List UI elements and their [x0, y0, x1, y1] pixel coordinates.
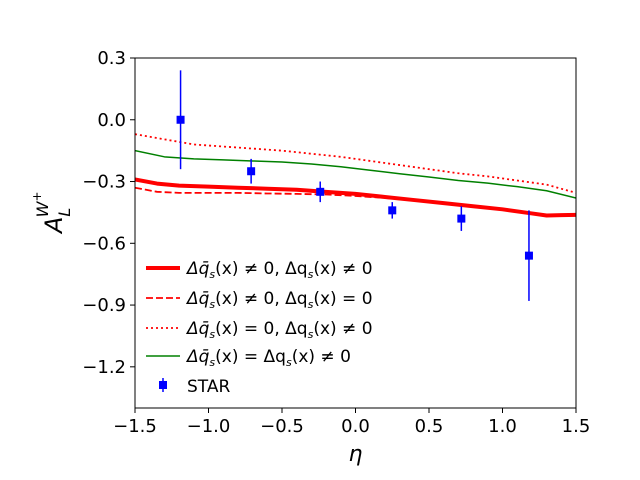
x-tick-label-5: 1.0 — [488, 416, 517, 437]
x-tick-label-4: 0.5 — [415, 416, 444, 437]
x-tick-label-6: 1.5 — [562, 416, 591, 437]
data-point-1 — [247, 167, 256, 176]
series-layer — [135, 133, 576, 218]
y-axis-label: ALW+ — [30, 191, 74, 235]
y-axis-label-base: A — [40, 217, 68, 235]
legend-entry-2: Δq̄s(x) = 0, Δqs(x) ≠ 0 — [146, 319, 373, 341]
y-tick-label-0: 0.3 — [97, 48, 126, 69]
legend-label-3: Δq̄s(x) = Δqs(x) ≠ 0 — [185, 347, 351, 369]
x-axis: −1.5 −1.0 −0.5 0.0 0.5 1.0 1.5 — [113, 408, 590, 437]
legend: Δq̄s(x) ≠ 0, Δqs(x) ≠ 0 Δq̄s(x) ≠ 0, Δqs… — [146, 259, 373, 397]
legend-label-2: Δq̄s(x) = 0, Δqs(x) ≠ 0 — [185, 319, 373, 341]
legend-label-star: STAR — [187, 377, 230, 397]
y-axis: 0.3 0.0 −0.3 −0.6 −0.9 −1.2 — [82, 48, 135, 378]
y-axis-label-sup: W — [33, 200, 52, 217]
data-point-4 — [457, 214, 466, 223]
series-line-1 — [135, 186, 576, 216]
y-tick-label-5: −1.2 — [82, 357, 126, 378]
legend-entry-star: STAR — [159, 377, 230, 397]
legend-entry-3: Δq̄s(x) = Δqs(x) ≠ 0 — [146, 347, 351, 369]
legend-marker — [159, 381, 167, 389]
data-point-3 — [388, 206, 397, 215]
y-tick-label-2: −0.3 — [82, 172, 126, 193]
data-point-5 — [524, 251, 533, 260]
x-tick-label-0: −1.5 — [113, 416, 157, 437]
data-points-layer — [176, 70, 533, 301]
x-tick-label-3: 0.0 — [341, 416, 370, 437]
x-tick-label-1: −1.0 — [187, 416, 231, 437]
y-axis-label-sup-sup: + — [30, 191, 44, 201]
legend-label-0: Δq̄s(x) ≠ 0, Δqs(x) ≠ 0 — [185, 259, 373, 281]
x-axis-label: η — [349, 442, 363, 467]
y-tick-label-1: 0.0 — [97, 110, 126, 131]
series-line-3 — [135, 149, 576, 199]
y-axis-label-sub: L — [55, 208, 74, 216]
legend-entry-1: Δq̄s(x) ≠ 0, Δqs(x) = 0 — [146, 289, 373, 311]
y-tick-label-4: −0.9 — [82, 295, 126, 316]
legend-label-1: Δq̄s(x) ≠ 0, Δqs(x) = 0 — [185, 289, 373, 311]
data-point-2 — [316, 187, 325, 196]
y-tick-label-3: −0.6 — [82, 233, 126, 254]
data-point-0 — [176, 115, 185, 124]
legend-entry-0: Δq̄s(x) ≠ 0, Δqs(x) ≠ 0 — [146, 259, 373, 281]
svg-text:ALW+: ALW+ — [30, 191, 74, 235]
x-tick-label-2: −0.5 — [260, 416, 304, 437]
series-line-2 — [135, 133, 576, 194]
